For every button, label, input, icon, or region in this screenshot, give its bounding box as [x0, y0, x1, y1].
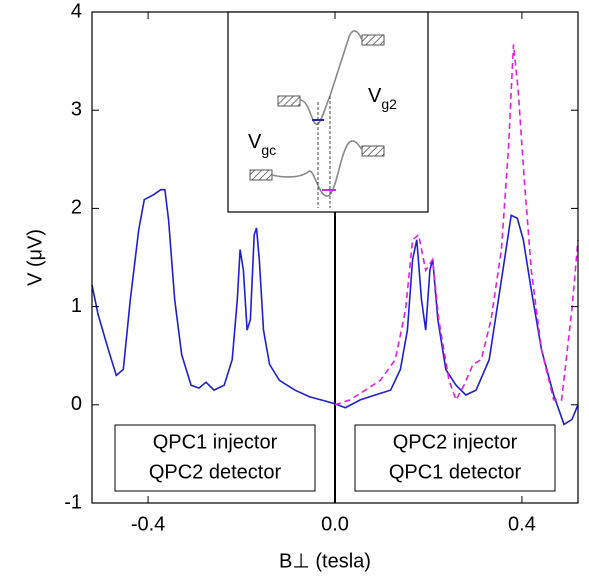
inset-frame: [227, 11, 429, 213]
data-line: [91, 188, 579, 426]
gate: [361, 145, 385, 157]
inset-label-main: V: [368, 85, 382, 107]
gate: [277, 95, 301, 107]
x-axis-label: B⊥ (tesla): [279, 550, 371, 572]
annotation-text: QPC2 detector: [149, 461, 282, 483]
y-tick-label: -1: [64, 491, 82, 513]
y-tick-label: 0: [71, 393, 82, 415]
y-axis-label: V (μV): [24, 229, 46, 286]
annotation-text: QPC1 injector: [153, 431, 278, 453]
annotation-box: [114, 424, 316, 492]
data-line: [334, 44, 579, 406]
annotation-box: [354, 424, 556, 492]
x-tick-label: 0.4: [508, 513, 536, 535]
x-tick-label: -0.4: [131, 513, 165, 535]
potential-curve: [299, 30, 363, 125]
y-tick-label: 4: [71, 0, 82, 22]
y-tick-label: 3: [71, 98, 82, 120]
annotation-text: QPC2 injector: [393, 431, 518, 453]
inset-label: Vgc: [248, 131, 276, 157]
inset-label-sub: gc: [261, 142, 276, 158]
gate: [249, 169, 273, 181]
inset-label-main: V: [248, 131, 262, 153]
potential-curve: [271, 140, 363, 197]
x-tick-label: 0.0: [321, 513, 349, 535]
annotation-text: QPC1 detector: [389, 461, 522, 483]
gate: [361, 34, 385, 46]
inset: [227, 11, 429, 213]
inset-label: Vg2: [368, 85, 397, 111]
y-tick-label: 1: [71, 295, 82, 317]
y-tick-label: 2: [71, 197, 82, 219]
inset-label-sub: g2: [381, 96, 397, 112]
